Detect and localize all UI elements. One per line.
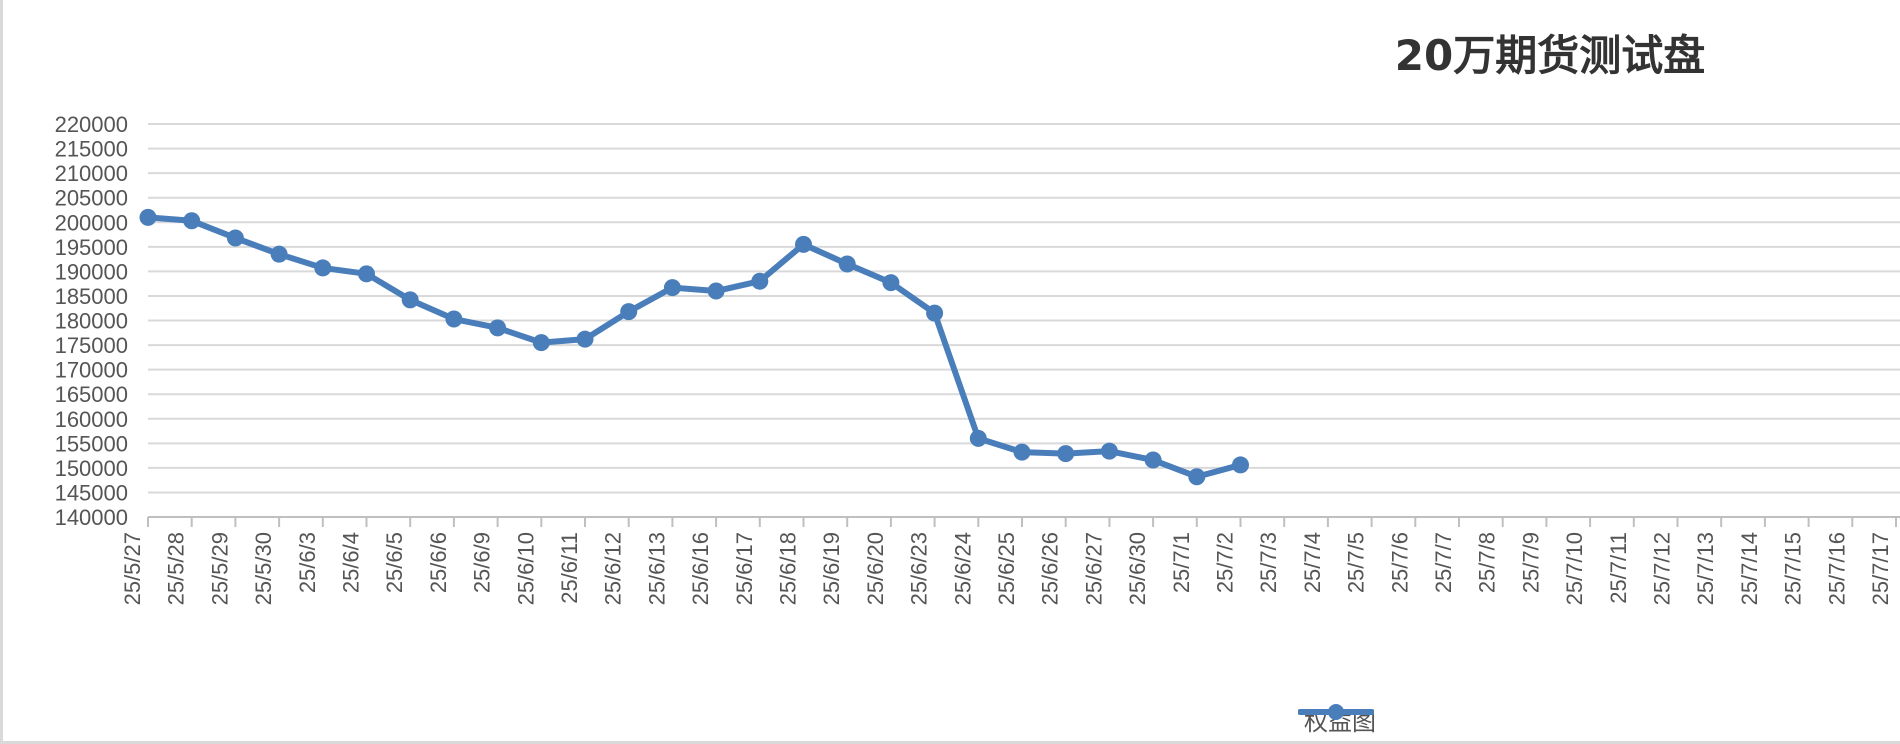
x-tick-label: 25/7/9 bbox=[1518, 532, 1543, 593]
x-tick-label: 25/6/25 bbox=[994, 532, 1019, 605]
y-tick-label: 195000 bbox=[55, 235, 128, 260]
data-point bbox=[663, 279, 681, 297]
y-tick-label: 210000 bbox=[55, 161, 128, 186]
x-tick-label: 25/6/5 bbox=[382, 532, 407, 593]
series-line bbox=[145, 214, 1244, 480]
data-point bbox=[1232, 456, 1249, 474]
data-point bbox=[576, 330, 594, 348]
x-tick-label: 25/7/8 bbox=[1475, 532, 1500, 593]
data-point bbox=[969, 429, 987, 447]
data-point bbox=[707, 282, 725, 300]
y-tick-label: 180000 bbox=[55, 309, 128, 334]
x-tick-label: 25/6/10 bbox=[513, 532, 538, 605]
data-point bbox=[1013, 443, 1031, 461]
x-tick-label: 25/7/15 bbox=[1781, 532, 1806, 605]
x-tick-label: 25/7/13 bbox=[1693, 532, 1718, 605]
y-tick-label: 200000 bbox=[55, 210, 128, 235]
data-point bbox=[401, 291, 419, 309]
y-tick-label: 160000 bbox=[55, 407, 128, 432]
y-tick-label: 175000 bbox=[55, 333, 128, 358]
x-tick-label: 25/5/29 bbox=[207, 532, 232, 605]
data-point bbox=[489, 319, 507, 337]
x-tick-label: 25/6/18 bbox=[776, 532, 801, 605]
data-point bbox=[620, 303, 638, 321]
data-point bbox=[139, 208, 157, 226]
x-tick-label: 25/6/6 bbox=[426, 532, 451, 593]
y-tick-label: 220000 bbox=[55, 112, 128, 137]
x-tick-label: 25/6/3 bbox=[295, 532, 320, 593]
y-tick-label: 205000 bbox=[55, 186, 128, 211]
data-point bbox=[270, 245, 288, 263]
data-point bbox=[358, 265, 375, 283]
data-point bbox=[882, 274, 900, 292]
x-tick-label: 25/6/23 bbox=[907, 532, 932, 605]
y-tick-label: 155000 bbox=[55, 431, 128, 456]
x-tick-label: 25/5/27 bbox=[120, 532, 145, 605]
x-tick-label: 25/5/30 bbox=[251, 532, 276, 605]
data-point bbox=[795, 235, 812, 253]
x-tick-label: 25/6/30 bbox=[1125, 532, 1150, 605]
data-point bbox=[183, 212, 201, 230]
x-tick-label: 25/6/24 bbox=[950, 532, 975, 605]
y-tick-label: 215000 bbox=[55, 137, 128, 162]
x-tick-label: 25/6/26 bbox=[1038, 532, 1063, 605]
x-tick-label: 25/6/16 bbox=[688, 532, 713, 605]
x-tick-label: 25/6/9 bbox=[470, 532, 495, 593]
x-tick-label: 25/6/27 bbox=[1081, 532, 1106, 605]
x-tick-label: 25/7/3 bbox=[1256, 532, 1281, 593]
y-tick-label: 145000 bbox=[55, 480, 128, 505]
x-tick-label: 25/7/6 bbox=[1387, 532, 1412, 593]
data-point bbox=[926, 304, 944, 322]
legend-marker-icon bbox=[1298, 704, 1374, 720]
data-point bbox=[751, 272, 769, 290]
y-tick-label: 170000 bbox=[55, 358, 128, 383]
x-tick-label: 25/7/10 bbox=[1562, 532, 1587, 605]
x-tick-label: 25/5/28 bbox=[164, 532, 189, 605]
data-point bbox=[1144, 451, 1162, 469]
x-tick-label: 25/6/19 bbox=[819, 532, 844, 605]
data-point bbox=[226, 229, 244, 247]
x-tick-label: 25/7/17 bbox=[1868, 532, 1893, 605]
x-tick-label: 25/6/11 bbox=[557, 532, 582, 604]
legend: 权益图 bbox=[1298, 702, 1376, 737]
chart-title: 20万期货测试盘 bbox=[1394, 31, 1706, 80]
data-point bbox=[445, 310, 463, 328]
y-tick-label: 150000 bbox=[55, 456, 128, 481]
x-tick-label: 25/7/2 bbox=[1213, 532, 1238, 593]
x-tick-label: 25/7/14 bbox=[1737, 532, 1762, 605]
x-tick-label: 25/6/20 bbox=[863, 532, 888, 605]
x-tick-label: 25/6/4 bbox=[339, 532, 364, 593]
x-tick-label: 25/7/1 bbox=[1169, 532, 1194, 593]
y-tick-label: 190000 bbox=[55, 259, 128, 284]
x-tick-label: 25/7/12 bbox=[1650, 532, 1675, 605]
x-tick-label: 25/6/13 bbox=[644, 532, 669, 605]
data-point bbox=[1100, 442, 1118, 460]
x-tick-label: 25/6/12 bbox=[601, 532, 626, 605]
data-point bbox=[838, 255, 856, 273]
data-point bbox=[1057, 445, 1075, 463]
x-tick-label: 25/7/4 bbox=[1300, 532, 1325, 593]
x-tick-label: 25/6/17 bbox=[732, 532, 757, 605]
x-tick-label: 25/7/16 bbox=[1824, 532, 1849, 605]
x-tick-label: 25/7/7 bbox=[1431, 532, 1456, 593]
data-point bbox=[314, 259, 332, 277]
y-tick-label: 140000 bbox=[55, 505, 128, 530]
data-point bbox=[1188, 468, 1206, 486]
x-tick-label: 25/7/11 bbox=[1606, 532, 1631, 604]
x-tick-label: 25/7/5 bbox=[1344, 532, 1369, 593]
y-tick-label: 165000 bbox=[55, 382, 128, 407]
data-point bbox=[532, 334, 550, 352]
y-tick-label: 185000 bbox=[55, 284, 128, 309]
